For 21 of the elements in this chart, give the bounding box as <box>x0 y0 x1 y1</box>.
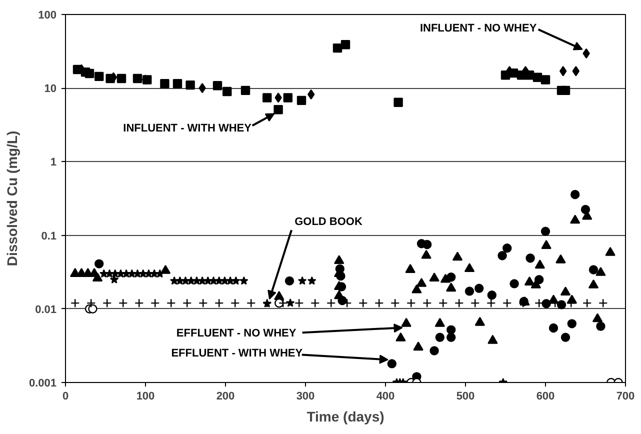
annotation: INFLUENT - NO WHEY <box>420 22 538 34</box>
x-tick-label: 200 <box>216 390 235 402</box>
x-tick-label: 500 <box>456 390 475 402</box>
x-axis-title: Time (days) <box>306 408 384 424</box>
y-tick-label: 0.01 <box>35 304 57 316</box>
annotation: INFLUENT - WITH WHEY <box>123 122 252 135</box>
y-tick-label: 0.001 <box>28 378 57 390</box>
annotation: EFFLUENT - WITH WHEY <box>171 348 304 360</box>
y-tick-label: 1 <box>50 156 57 169</box>
x-tick-label: 400 <box>376 390 395 402</box>
x-tick-label: 100 <box>136 390 155 402</box>
y-tick-label: 0.1 <box>41 230 57 242</box>
y-axis-title: Dissolved Cu (mg/L) <box>4 130 20 266</box>
annotation: GOLD BOOK <box>294 216 362 228</box>
y-tick-label: 10 <box>44 83 57 96</box>
annotation: EFFLUENT - NO WHEY <box>176 328 297 340</box>
x-tick-label: 600 <box>536 390 555 402</box>
y-tick-label: 100 <box>38 10 57 22</box>
x-tick-label: 0 <box>62 390 69 402</box>
x-tick-label: 700 <box>616 390 635 402</box>
x-tick-label: 300 <box>296 390 315 402</box>
